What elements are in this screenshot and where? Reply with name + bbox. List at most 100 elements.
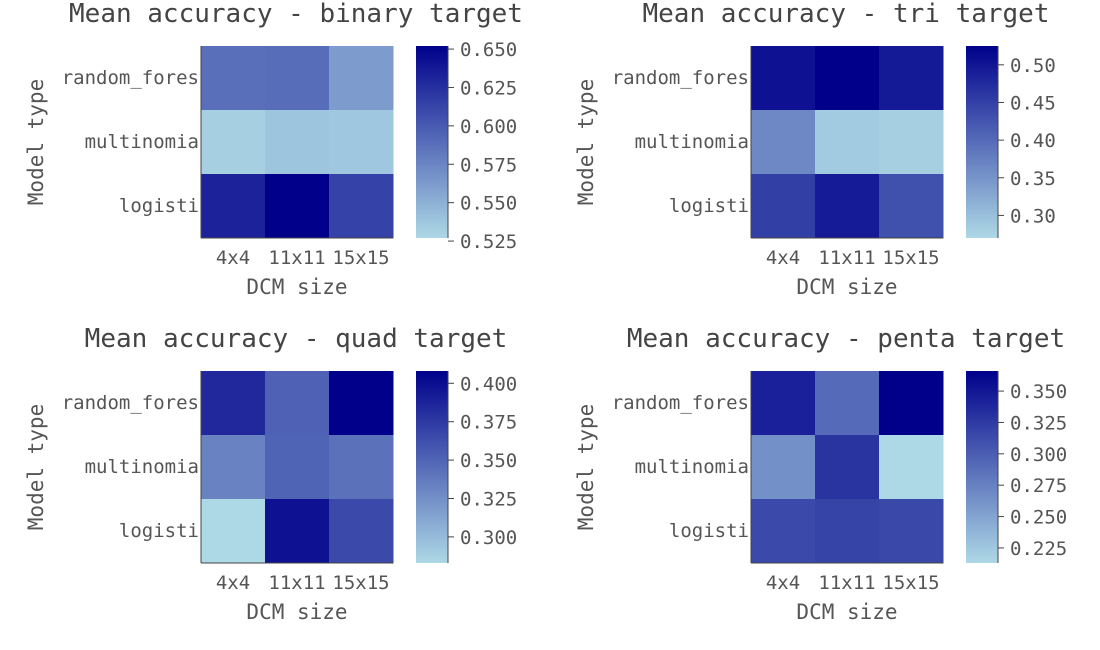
heatmap-cell (751, 499, 816, 564)
colorbar-tick-label: 0.35 (1010, 168, 1056, 190)
colorbar-tick-label: 0.550 (460, 193, 517, 215)
y-tick-label: logisti (119, 520, 199, 542)
colorbar-tick-label: 0.350 (1010, 381, 1067, 403)
y-tick-label: random_fores (62, 392, 199, 414)
colorbar-tick-label: 0.650 (460, 39, 517, 61)
colorbar (966, 371, 998, 563)
colorbar (416, 371, 448, 563)
colorbar-tick-label: 0.325 (1010, 412, 1067, 434)
heatmap-cell (329, 110, 394, 175)
heatmap-cell (751, 435, 816, 500)
x-tick-label: 11x11 (818, 572, 875, 594)
x-tick-label: 15x15 (332, 572, 389, 594)
colorbar-tick-label: 0.45 (1010, 92, 1056, 114)
x-axis-label: DCM size (796, 600, 897, 624)
x-tick-label: 11x11 (818, 247, 875, 269)
heatmap-cell (265, 46, 330, 111)
y-tick-label: multinomia (85, 456, 199, 478)
heatmap-panel-1: Mean accuracy - binary target 4x4 11x11 15x… (24, 0, 523, 299)
y-tick-label: multinomia (635, 131, 749, 153)
colorbar-tick-label: 0.50 (1010, 55, 1056, 77)
y-tick-label: random_fores (612, 392, 749, 414)
heatmap-cell (879, 435, 944, 500)
heatmap-cell (329, 174, 394, 239)
chart-title: Mean accuracy - quad target (85, 324, 508, 354)
heatmap-cell (751, 46, 816, 111)
y-tick-label: logisti (669, 520, 749, 542)
colorbar-tick-label: 0.300 (460, 527, 517, 549)
y-tick-label: logisti (669, 195, 749, 217)
y-axis-label: Model type (574, 79, 598, 205)
colorbar-tick-label: 0.40 (1010, 130, 1056, 152)
chart-title: Mean accuracy - tri target (643, 0, 1050, 29)
y-axis-label: Model type (24, 404, 48, 530)
colorbar-tick-label: 0.350 (460, 450, 517, 472)
colorbar-tick-label: 0.325 (460, 488, 517, 510)
colorbar (966, 46, 998, 238)
y-tick-label: multinomia (635, 456, 749, 478)
x-axis-label: DCM size (796, 275, 897, 299)
heatmap-cell (815, 371, 880, 436)
heatmap-cell (329, 371, 394, 436)
heatmap-cell (201, 435, 266, 500)
x-tick-label: 15x15 (882, 247, 939, 269)
colorbar (416, 46, 448, 238)
x-tick-label: 15x15 (882, 572, 939, 594)
chart-title: Mean accuracy - binary target (69, 0, 523, 29)
heatmap-cell (265, 371, 330, 436)
heatmap-cell (815, 499, 880, 564)
y-tick-label: logisti (119, 195, 199, 217)
x-tick-label: 11x11 (268, 247, 325, 269)
x-tick-label: 11x11 (268, 572, 325, 594)
heatmap-cell (879, 371, 944, 436)
colorbar-tick-label: 0.625 (460, 77, 517, 99)
x-tick-label: 4x4 (766, 247, 800, 269)
heatmap-cell (201, 371, 266, 436)
x-axis-label: DCM size (246, 275, 347, 299)
heatmap-cell (265, 499, 330, 564)
heatmap-cell (329, 435, 394, 500)
heatmap-cell (879, 499, 944, 564)
heatmap-panel-2: Mean accuracy - tri target 4x4 11x11 15x15 r… (574, 0, 1056, 299)
heatmap-cell (201, 174, 266, 239)
heatmap-cell (751, 174, 816, 239)
colorbar-tick-label: 0.300 (1010, 444, 1067, 466)
chart-title: Mean accuracy - penta target (627, 324, 1065, 354)
heatmap-cell (815, 435, 880, 500)
colorbar-tick-label: 0.600 (460, 116, 517, 138)
heatmap-cell (329, 499, 394, 564)
y-axis-label: Model type (24, 79, 48, 205)
heatmap-cell (751, 371, 816, 436)
y-tick-label: random_fores (612, 67, 749, 89)
heatmap-cell (879, 110, 944, 175)
x-axis-label: DCM size (246, 600, 347, 624)
heatmap-cell (815, 46, 880, 111)
x-tick-label: 4x4 (216, 247, 250, 269)
colorbar-tick-label: 0.375 (460, 412, 517, 434)
heatmap-cell (265, 110, 330, 175)
colorbar-tick-label: 0.575 (460, 154, 517, 176)
heatmap-cell (201, 46, 266, 111)
y-tick-label: multinomia (85, 131, 199, 153)
colorbar-tick-label: 0.400 (460, 373, 517, 395)
heatmap-cell (879, 46, 944, 111)
colorbar-tick-label: 0.30 (1010, 205, 1056, 227)
y-axis-label: Model type (574, 404, 598, 530)
heatmap-panel-4: Mean accuracy - penta target 4x4 11x11 15x1… (574, 324, 1067, 624)
heatmap-cell (751, 110, 816, 175)
y-tick-label: random_fores (62, 67, 199, 89)
heatmap-cell (265, 174, 330, 239)
heatmap-cell (265, 435, 330, 500)
x-tick-label: 15x15 (332, 247, 389, 269)
x-tick-label: 4x4 (766, 572, 800, 594)
heatmap-cell (815, 110, 880, 175)
colorbar-tick-label: 0.225 (1010, 538, 1067, 560)
heatmap-cell (815, 174, 880, 239)
heatmap-panel-3: Mean accuracy - quad target 4x4 11x11 15x15… (24, 324, 517, 624)
heatmap-cell (201, 499, 266, 564)
x-tick-label: 4x4 (216, 572, 250, 594)
heatmap-cell (879, 174, 944, 239)
colorbar-tick-label: 0.250 (1010, 507, 1067, 529)
colorbar-tick-label: 0.525 (460, 231, 517, 253)
